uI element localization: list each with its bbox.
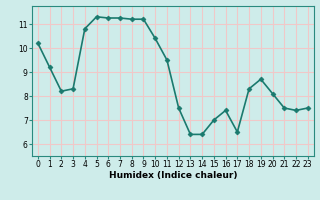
X-axis label: Humidex (Indice chaleur): Humidex (Indice chaleur): [108, 171, 237, 180]
